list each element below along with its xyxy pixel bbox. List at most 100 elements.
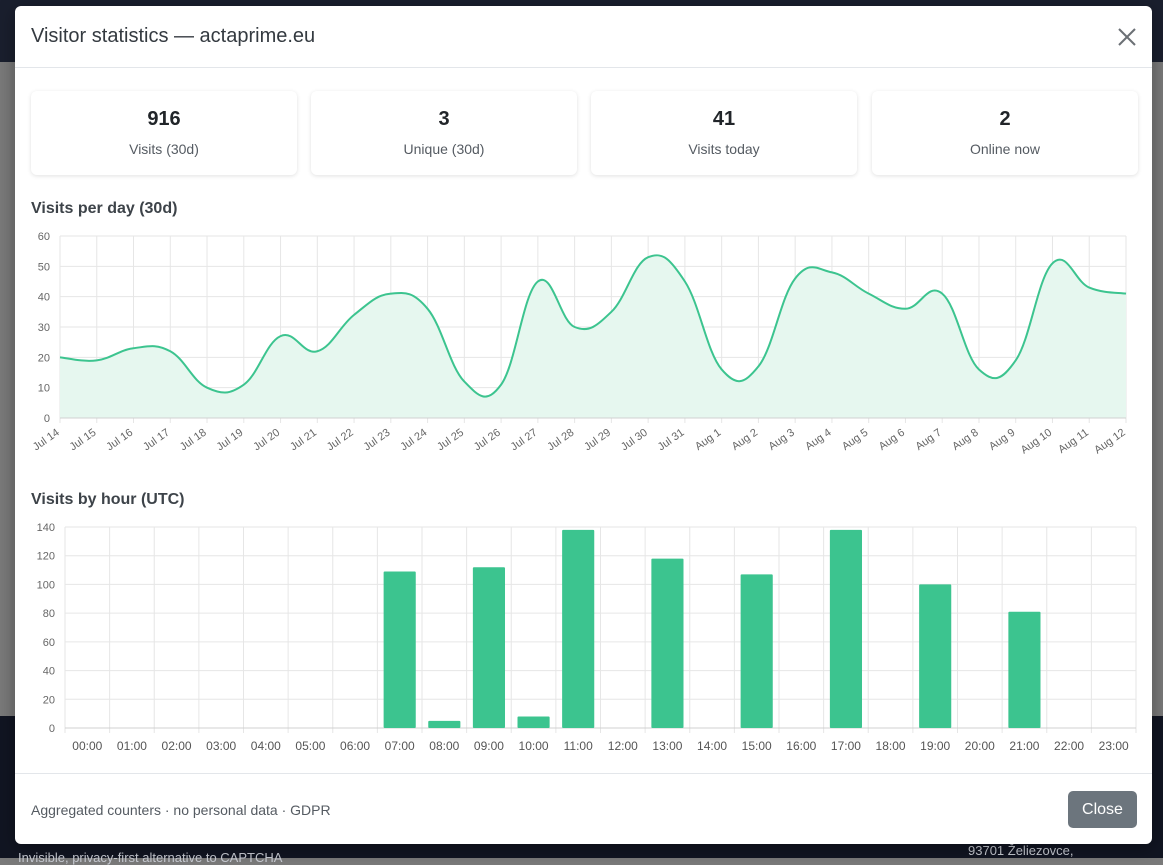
x-tick-label: Jul 23: [362, 427, 393, 454]
stat-label: Online now: [872, 141, 1138, 157]
bar-1100: [562, 530, 594, 728]
x-tick-label: 07:00: [385, 739, 415, 753]
x-tick-label: Aug 2: [730, 427, 760, 453]
x-tick-label: Jul 27: [509, 427, 540, 454]
y-tick-label: 0: [49, 723, 55, 735]
x-tick-label: 20:00: [965, 739, 995, 753]
bar-1900: [919, 584, 951, 728]
stat-value: 3: [311, 108, 577, 131]
y-tick-label: 60: [38, 231, 50, 243]
x-tick-label: Aug 11: [1056, 427, 1091, 456]
x-tick-label: Aug 7: [913, 427, 943, 453]
background-address-text: 93701 Želiezovce,: [968, 843, 1074, 858]
y-tick-label: 120: [37, 551, 55, 563]
x-tick-label: Jul 22: [325, 427, 356, 454]
bar-1300: [651, 559, 683, 728]
x-tick-label: 09:00: [474, 739, 504, 753]
x-tick-label: Aug 10: [1019, 427, 1054, 457]
x-tick-label: 08:00: [429, 739, 459, 753]
bar-1000: [517, 717, 549, 728]
y-tick-label: 20: [43, 694, 55, 706]
x-tick-label: Jul 21: [288, 427, 319, 454]
y-tick-label: 10: [38, 383, 50, 395]
x-tick-label: 17:00: [831, 739, 861, 753]
x-tick-label: Jul 18: [178, 427, 209, 454]
x-tick-label: Aug 4: [803, 427, 833, 453]
x-tick-label: 01:00: [117, 739, 147, 753]
x-tick-label: Jul 20: [251, 427, 282, 454]
x-tick-label: Jul 17: [141, 427, 172, 454]
modal-title: Visitor statistics — actaprime.eu: [31, 25, 315, 48]
bar-0800: [428, 721, 460, 728]
x-tick-label: 22:00: [1054, 739, 1084, 753]
x-tick-label: 02:00: [162, 739, 192, 753]
y-tick-label: 140: [37, 522, 55, 534]
visits-area: [60, 255, 1126, 418]
x-tick-label: 15:00: [742, 739, 772, 753]
bar-0900: [473, 567, 505, 728]
y-tick-label: 40: [38, 292, 50, 304]
modal-footer: Aggregated counters · no personal data ·…: [15, 773, 1152, 844]
modal-header: Visitor statistics — actaprime.eu: [15, 6, 1152, 68]
x-tick-label: Jul 28: [545, 427, 576, 454]
bar-1700: [830, 530, 862, 728]
y-tick-label: 20: [38, 352, 50, 364]
footer-note: Aggregated counters · no personal data ·…: [31, 802, 331, 818]
stat-card-online-now: 2 Online now: [872, 91, 1138, 175]
stat-label: Unique (30d): [311, 141, 577, 157]
x-tick-label: Jul 19: [215, 427, 246, 454]
x-tick-label: 18:00: [876, 739, 906, 753]
y-tick-label: 100: [37, 579, 55, 591]
x-tick-label: 06:00: [340, 739, 370, 753]
x-tick-label: Jul 26: [472, 427, 503, 454]
x-tick-label: Aug 3: [766, 427, 796, 453]
stat-label: Visits (30d): [31, 141, 297, 157]
x-tick-label: Jul 24: [398, 427, 429, 454]
stat-value: 41: [591, 108, 857, 131]
x-tick-label: 03:00: [206, 739, 236, 753]
x-tick-label: Jul 30: [619, 427, 650, 454]
bar-1500: [741, 574, 773, 728]
visitor-stats-modal: Visitor statistics — actaprime.eu 916 Vi…: [15, 6, 1152, 844]
x-tick-label: Aug 9: [987, 427, 1017, 453]
x-tick-label: 00:00: [72, 739, 102, 753]
x-tick-label: Aug 6: [877, 427, 907, 453]
stat-label: Visits today: [591, 141, 857, 157]
x-tick-label: Aug 5: [840, 427, 870, 453]
close-icon: [1110, 20, 1144, 54]
y-tick-label: 50: [38, 261, 50, 273]
x-tick-label: Jul 16: [104, 427, 135, 454]
y-tick-label: 80: [43, 608, 55, 620]
x-tick-label: 10:00: [519, 739, 549, 753]
stat-value: 916: [31, 108, 297, 131]
hourly-chart-title: Visits by hour (UTC): [31, 491, 185, 509]
modal-close-button[interactable]: [1110, 20, 1144, 54]
x-tick-label: 13:00: [652, 739, 682, 753]
x-tick-label: 16:00: [786, 739, 816, 753]
y-tick-label: 0: [44, 413, 50, 425]
x-tick-label: 19:00: [920, 739, 950, 753]
x-tick-label: Aug 8: [950, 427, 980, 453]
x-tick-label: Aug 1: [693, 427, 723, 453]
bar-0700: [384, 572, 416, 728]
x-tick-label: 05:00: [295, 739, 325, 753]
bar-2100: [1008, 612, 1040, 728]
daily-chart-title: Visits per day (30d): [31, 200, 177, 218]
x-tick-label: Jul 31: [656, 427, 687, 454]
stat-card-visits-30d: 916 Visits (30d): [31, 91, 297, 175]
x-tick-label: Jul 15: [68, 427, 99, 454]
stat-value: 2: [872, 108, 1138, 131]
x-tick-label: 04:00: [251, 739, 281, 753]
x-tick-label: Jul 25: [435, 427, 466, 454]
y-tick-label: 40: [43, 666, 55, 678]
x-tick-label: 11:00: [564, 739, 593, 753]
x-tick-label: Jul 14: [31, 427, 62, 454]
x-tick-label: Aug 12: [1092, 427, 1127, 457]
x-tick-label: 21:00: [1009, 739, 1039, 753]
x-tick-label: 23:00: [1099, 739, 1129, 753]
close-button[interactable]: Close: [1068, 791, 1137, 828]
y-tick-label: 30: [38, 322, 50, 334]
x-tick-label: 12:00: [608, 739, 638, 753]
